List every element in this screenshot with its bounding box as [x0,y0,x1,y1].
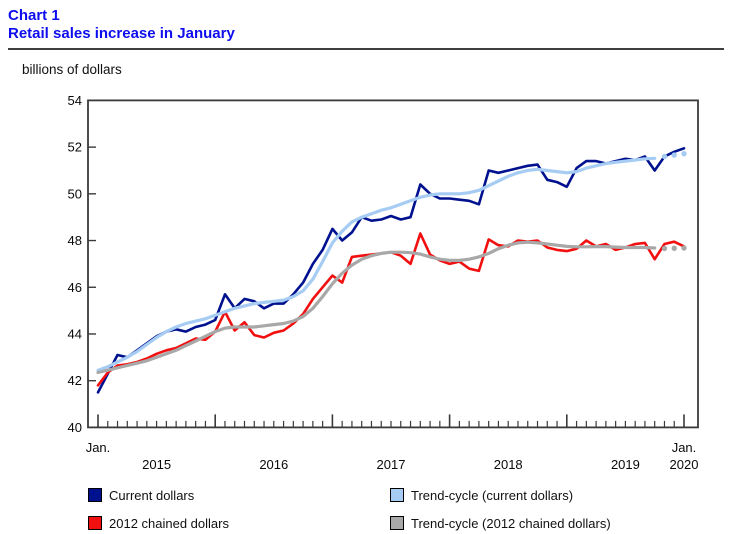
legend-label: 2012 chained dollars [109,515,229,531]
legend-label: Current dollars [109,487,195,503]
legend-item-trend-chained: Trend-cycle (2012 chained dollars) [390,515,611,531]
x-label-end-year: 2020 [670,457,699,472]
series-line-current [96,147,686,394]
trend-current-swatch [390,488,404,502]
trend-dot-trend_current [671,152,677,158]
x-label-jan-end: Jan. [672,440,697,455]
x-label-year: 2015 [142,457,171,472]
trend-chained-swatch [390,516,404,530]
y-tick-label: 54 [68,93,82,108]
legend-label: Trend-cycle (current dollars) [411,487,574,503]
y-tick-label: 42 [68,373,82,388]
y-tick-label: 44 [68,326,82,341]
x-label-jan-start: Jan. [86,440,111,455]
x-label-year: 2016 [259,457,288,472]
x-label-year: 2018 [494,457,523,472]
current-dollars-swatch [88,488,102,502]
series-line-trend_current [96,156,657,372]
plot-area: 40 42 44 46 48 50 52 54 Jan. Jan. 2015 2016 2017 2018… [68,93,699,472]
retail-sales-line-chart: 40 42 44 46 48 50 52 54 Jan. Jan. 2015 2016 2017 2018… [68,93,699,472]
y-tick-label: 46 [68,280,82,295]
trend-dot-trend_chained [681,245,687,251]
trend-dot-trend_current [661,153,668,160]
trend-dot-trend_chained [671,245,677,251]
chained-dollars-swatch [88,516,102,530]
trend-dot-trend_current [681,150,687,157]
title-divider-rule [8,48,724,50]
legend-item-chained-dollars: 2012 chained dollars [88,515,390,531]
series-line-chained [96,232,686,387]
legend: Current dollars 2012 chained dollars Tre… [88,487,611,531]
chart-title: Retail sales increase in January [8,25,235,42]
legend-item-current-dollars: Current dollars [88,487,390,503]
series-line-trend_chained [96,240,657,375]
legend-label: Trend-cycle (2012 chained dollars) [411,515,611,531]
plot-frame [87,99,699,429]
chart-number-label: Chart 1 [8,7,60,24]
x-label-year: 2017 [377,457,406,472]
y-tick-label: 40 [68,420,82,435]
x-label-year: 2019 [611,457,640,472]
trend-dot-trend_chained [661,245,668,252]
y-tick-label: 50 [68,186,82,201]
y-tick-label: 48 [68,233,82,248]
y-axis-unit-label: billions of dollars [22,62,122,77]
legend-item-trend-current: Trend-cycle (current dollars) [390,487,611,503]
y-tick-label: 52 [68,140,82,155]
